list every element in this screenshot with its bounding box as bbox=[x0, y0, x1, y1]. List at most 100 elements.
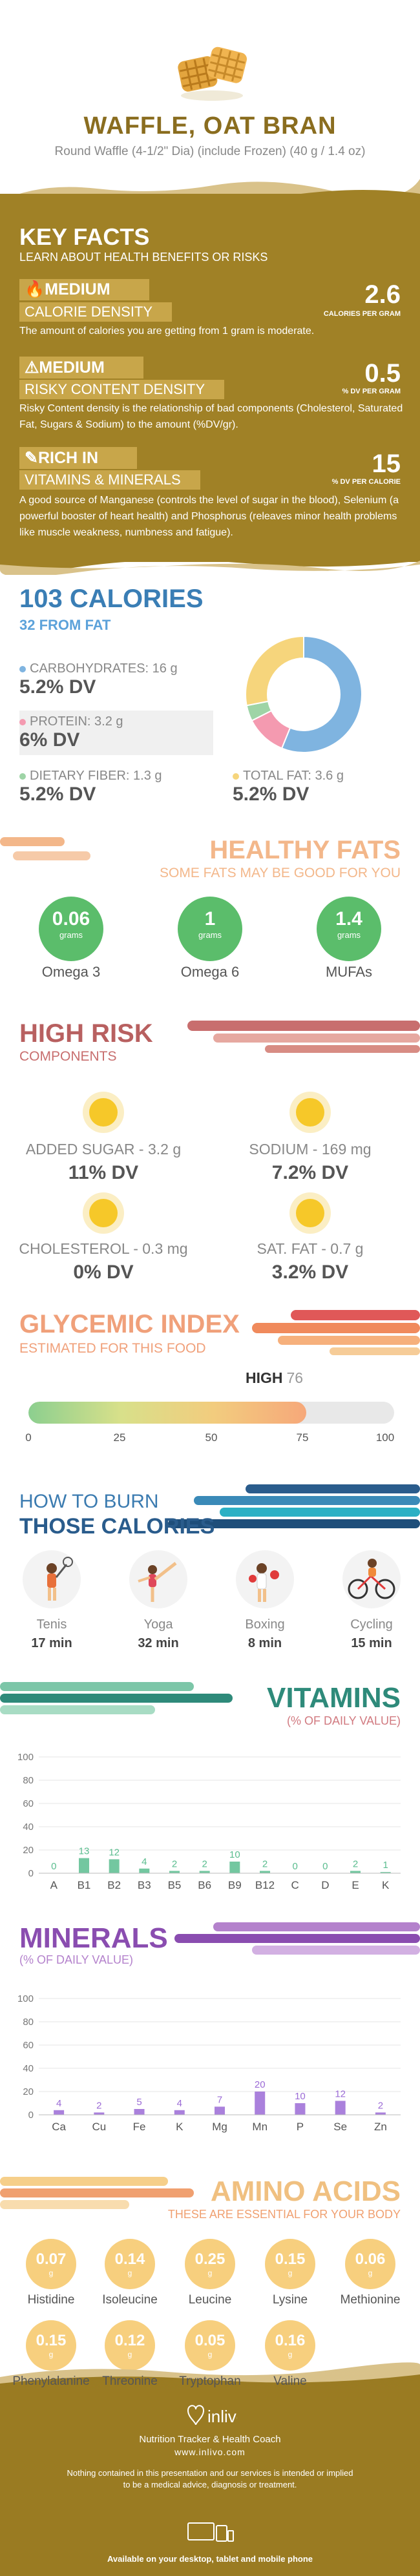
boxing-icon bbox=[236, 1550, 294, 1608]
footer-available: Available on your desktop, tablet and mo… bbox=[107, 2554, 313, 2564]
x-tick-label: B1 bbox=[78, 1879, 91, 1891]
bar-value-label: 0 bbox=[292, 1861, 297, 1872]
amino-stripes bbox=[0, 2177, 194, 2209]
bar-B5 bbox=[169, 1871, 180, 1873]
vitamins-title: VITAMINS bbox=[267, 1682, 401, 1714]
y-tick-label: 20 bbox=[23, 1845, 34, 1856]
vitamins-stripes bbox=[0, 1682, 233, 1714]
glycemic-stripes bbox=[252, 1310, 420, 1355]
tryptophan-circle: 0.05 g bbox=[185, 2320, 235, 2371]
vitamins-minerals-value: 15 bbox=[372, 450, 401, 478]
key-facts-section: KEY FACTS LEARN ABOUT HEALTH BENEFITS OR… bbox=[0, 194, 420, 562]
page-title: WAFFLE, OAT BRAN bbox=[83, 112, 337, 140]
bar-value-label: 12 bbox=[335, 2088, 346, 2099]
added-sugar-stat: ADDED SUGAR - 3.2 g 11% DV bbox=[25, 1141, 182, 1183]
high-risk-subtitle: COMPONENTS bbox=[19, 1049, 117, 1064]
calorie-density-label: CALORIE DENSITY bbox=[19, 302, 173, 322]
bar-B2 bbox=[109, 1859, 120, 1873]
vitamins-minerals-label: VITAMINS & MINERALS bbox=[19, 470, 200, 490]
activity-cycling: Cycling 15 min bbox=[333, 1550, 410, 1651]
glycemic-bar-fill bbox=[28, 1402, 307, 1424]
bar-value-label: 4 bbox=[56, 2098, 61, 2109]
calorie-density-desc: The amount of calories you are getting f… bbox=[19, 326, 315, 337]
x-tick-label: D bbox=[321, 1879, 329, 1891]
tennis-player-icon bbox=[23, 1550, 81, 1608]
activity-yoga: Yoga 32 min bbox=[120, 1550, 197, 1651]
fiber-stat: DIETARY FIBER: 1.3 g 5.2% DV bbox=[19, 769, 162, 805]
brand-name: inlivo bbox=[207, 2407, 237, 2426]
bar-value-label: 4 bbox=[177, 2098, 182, 2109]
header: WAFFLE, OAT BRAN Round Waffle (4-1/2" Di… bbox=[0, 0, 420, 174]
inlivo-heart-logo: inlivo bbox=[187, 2405, 237, 2426]
mufas-label: MUFAs bbox=[325, 964, 373, 980]
footer-tagline: Nutrition Tracker & Health Coach bbox=[139, 2434, 281, 2445]
waffle-icon bbox=[178, 47, 247, 101]
vitamins-minerals-desc: A good source of Manganese (controls the… bbox=[19, 495, 399, 538]
donut-slice-fat bbox=[245, 635, 304, 707]
lysine-label: Lysine bbox=[272, 2293, 308, 2307]
bar-value-label: 4 bbox=[142, 1856, 147, 1867]
protein-dot bbox=[19, 719, 26, 725]
bar-Cu bbox=[94, 2112, 105, 2115]
amino-subtitle: THESE ARE ESSENTIAL FOR YOUR BODY bbox=[167, 2208, 401, 2221]
footer-disclaimer: Nothing contained in this presentation a… bbox=[67, 2468, 353, 2489]
warning-icon: ⚠ bbox=[25, 358, 39, 377]
bar-value-label: 10 bbox=[295, 2091, 306, 2102]
fat-stat: TOTAL FAT: 3.6 g 5.2% DV bbox=[233, 769, 344, 805]
vitamins-subtitle: (% OF DAILY VALUE) bbox=[286, 1714, 401, 1727]
bar-B3 bbox=[139, 1868, 150, 1873]
glycemic-bar bbox=[28, 1402, 394, 1424]
cholesterol-stat: CHOLESTEROL - 0.3 mg 0% DV bbox=[19, 1240, 188, 1283]
high-risk-title: HIGH RISK bbox=[19, 1019, 153, 1048]
bar-value-label: 2 bbox=[262, 1858, 268, 1869]
bar-K bbox=[174, 2110, 185, 2115]
bar-Zn bbox=[375, 2112, 386, 2115]
risky-content-level: ⚠MEDIUM bbox=[19, 357, 143, 379]
serving-size: Round Waffle (4-1/2" Dia) (include Froze… bbox=[54, 145, 366, 158]
high-risk-stripes bbox=[187, 1021, 420, 1053]
yoga-icon bbox=[129, 1550, 187, 1608]
bar-value-label: 0 bbox=[51, 1861, 56, 1872]
bar-P bbox=[295, 2103, 306, 2115]
key-facts-wave-bottom bbox=[0, 549, 420, 575]
glycemic-level: HIGH 76 bbox=[246, 1369, 304, 1386]
minerals-subtitle: (% OF DAILY VALUE) bbox=[19, 1953, 134, 1966]
leucine-label: Leucine bbox=[188, 2293, 232, 2307]
valine-circle: 0.16 g bbox=[265, 2320, 315, 2371]
calories-from-fat: 32 FROM FAT bbox=[19, 617, 111, 633]
fat-dot bbox=[233, 773, 239, 780]
omega3-circle: 0.06 grams bbox=[39, 897, 103, 961]
threonine-circle: 0.12 g bbox=[105, 2320, 155, 2371]
tryptophan-label: Tryptophan bbox=[179, 2374, 241, 2388]
x-tick-label: B3 bbox=[138, 1879, 151, 1891]
bar-value-label: 5 bbox=[136, 2097, 142, 2108]
glycemic-subtitle: ESTIMATED FOR THIS FOOD bbox=[19, 1341, 206, 1356]
isoleucine-label: Isoleucine bbox=[102, 2293, 158, 2307]
activity-boxing: Boxing 8 min bbox=[226, 1550, 304, 1651]
bar-K bbox=[380, 1872, 391, 1873]
bar-B12 bbox=[260, 1871, 270, 1873]
bar-value-label: 2 bbox=[172, 1858, 177, 1869]
amino-title: AMINO ACIDS bbox=[210, 2176, 401, 2207]
x-tick-label: Se bbox=[333, 2121, 347, 2133]
glycemic-title: GLYCEMIC INDEX bbox=[19, 1310, 240, 1338]
phenylalanine-circle: 0.15 g bbox=[26, 2320, 76, 2371]
risky-content-desc: Risky Content density is the relationshi… bbox=[19, 403, 403, 430]
x-tick-label: B6 bbox=[198, 1879, 211, 1891]
footer: inlivo Nutrition Tracker & Health Coach … bbox=[0, 2362, 420, 2576]
key-facts-title: KEY FACTS bbox=[19, 223, 150, 250]
vitamins-minerals-unit: % DV PER CALORIE bbox=[331, 478, 401, 486]
omega6-label: Omega 6 bbox=[180, 964, 240, 980]
x-tick-label: Ca bbox=[52, 2121, 66, 2133]
x-tick-label: E bbox=[352, 1879, 359, 1891]
y-tick-label: 60 bbox=[23, 1798, 34, 1809]
omega3-label: Omega 3 bbox=[41, 964, 101, 980]
risky-content-label: RISKY CONTENT DENSITY bbox=[19, 380, 225, 399]
y-tick-label: 40 bbox=[23, 2063, 34, 2074]
y-tick-label: 100 bbox=[17, 1752, 34, 1763]
y-tick-label: 60 bbox=[23, 2040, 34, 2051]
bar-value-label: 13 bbox=[79, 1846, 90, 1857]
y-tick-label: 0 bbox=[28, 2110, 34, 2121]
risky-content-value: 0.5 bbox=[364, 359, 401, 388]
glycemic-tick: 100 bbox=[375, 1431, 395, 1444]
